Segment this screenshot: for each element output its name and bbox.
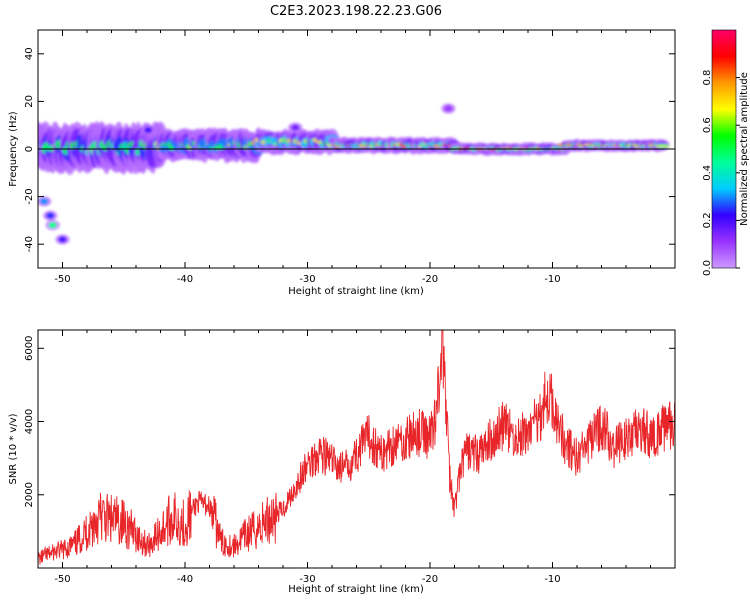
snr-xlabel: Height of straight line (km) bbox=[288, 584, 424, 595]
x-tick-label: -20 bbox=[422, 274, 438, 285]
y-tick-label: 40 bbox=[24, 47, 35, 60]
spectrogram-cell bbox=[654, 144, 671, 148]
y-tick-label: 2000 bbox=[24, 482, 35, 507]
colorbar-tick-label: 0.4 bbox=[702, 165, 713, 181]
y-tick-label: 20 bbox=[24, 95, 35, 108]
x-tick-label: -30 bbox=[299, 574, 315, 585]
colorbar-tick-label: 0.8 bbox=[702, 70, 713, 86]
x-tick-label: -20 bbox=[422, 574, 438, 585]
spectrogram-axis-ticks: -50 -40 -30 -20 -10 -40 -20 0 20 40 bbox=[24, 30, 676, 285]
snr-panel: -50 -40 -30 -20 -10 2000 4000 6000 Height of st… bbox=[8, 329, 676, 595]
x-tick-label: -10 bbox=[544, 274, 560, 285]
spectrogram-blob-core bbox=[291, 124, 300, 131]
colorbar-gradient bbox=[711, 29, 737, 269]
y-tick-label: 0 bbox=[24, 146, 35, 152]
spectrogram-blob-core bbox=[40, 198, 49, 205]
x-tick-label: -10 bbox=[544, 574, 560, 585]
x-tick-label: -40 bbox=[177, 274, 193, 285]
colorbar-tick-label: 0.0 bbox=[702, 260, 713, 276]
x-tick-label: -30 bbox=[299, 274, 315, 285]
y-tick-label: -40 bbox=[24, 236, 35, 252]
colorbar-ticks: 0.0 0.2 0.4 0.6 0.8 bbox=[702, 70, 740, 276]
colorbar-tick-label: 0.2 bbox=[702, 212, 713, 228]
spectrogram-xlabel: Height of straight line (km) bbox=[288, 286, 424, 297]
figure-title: C2E3.2023.198.22.23.G06 bbox=[270, 4, 442, 19]
snr-series-layer bbox=[38, 330, 675, 567]
spectrogram-panel: -50 -40 -30 -20 -10 -40 -20 0 20 40 Height of str… bbox=[8, 29, 676, 297]
snr-line bbox=[38, 330, 675, 567]
snr-axis-ticks: -50 -40 -30 -20 -10 2000 4000 6000 bbox=[24, 330, 676, 585]
y-tick-label: -20 bbox=[24, 188, 35, 204]
spectrogram-blob-core bbox=[46, 212, 55, 219]
spectrogram-blob-core bbox=[48, 222, 57, 229]
colorbar: 0.0 0.2 0.4 0.6 0.8 Normalized spectral ampl… bbox=[702, 29, 750, 276]
y-tick-label: 4000 bbox=[24, 409, 35, 434]
spectrogram-blob-core bbox=[58, 236, 67, 243]
spectrogram-blob-core bbox=[444, 105, 453, 112]
x-tick-label: -50 bbox=[54, 574, 70, 585]
x-tick-label: -40 bbox=[177, 574, 193, 585]
spectrogram-ylabel: Frequency (Hz) bbox=[8, 111, 19, 187]
y-tick-label: 6000 bbox=[24, 336, 35, 361]
colorbar-tick-label: 0.6 bbox=[702, 117, 713, 133]
spectrogram-blob-core bbox=[144, 126, 153, 133]
x-tick-label: -50 bbox=[54, 274, 70, 285]
snr-ylabel: SNR (10 * v/v) bbox=[8, 413, 19, 484]
colorbar-label: Normalized spectral amplitude bbox=[739, 72, 750, 226]
